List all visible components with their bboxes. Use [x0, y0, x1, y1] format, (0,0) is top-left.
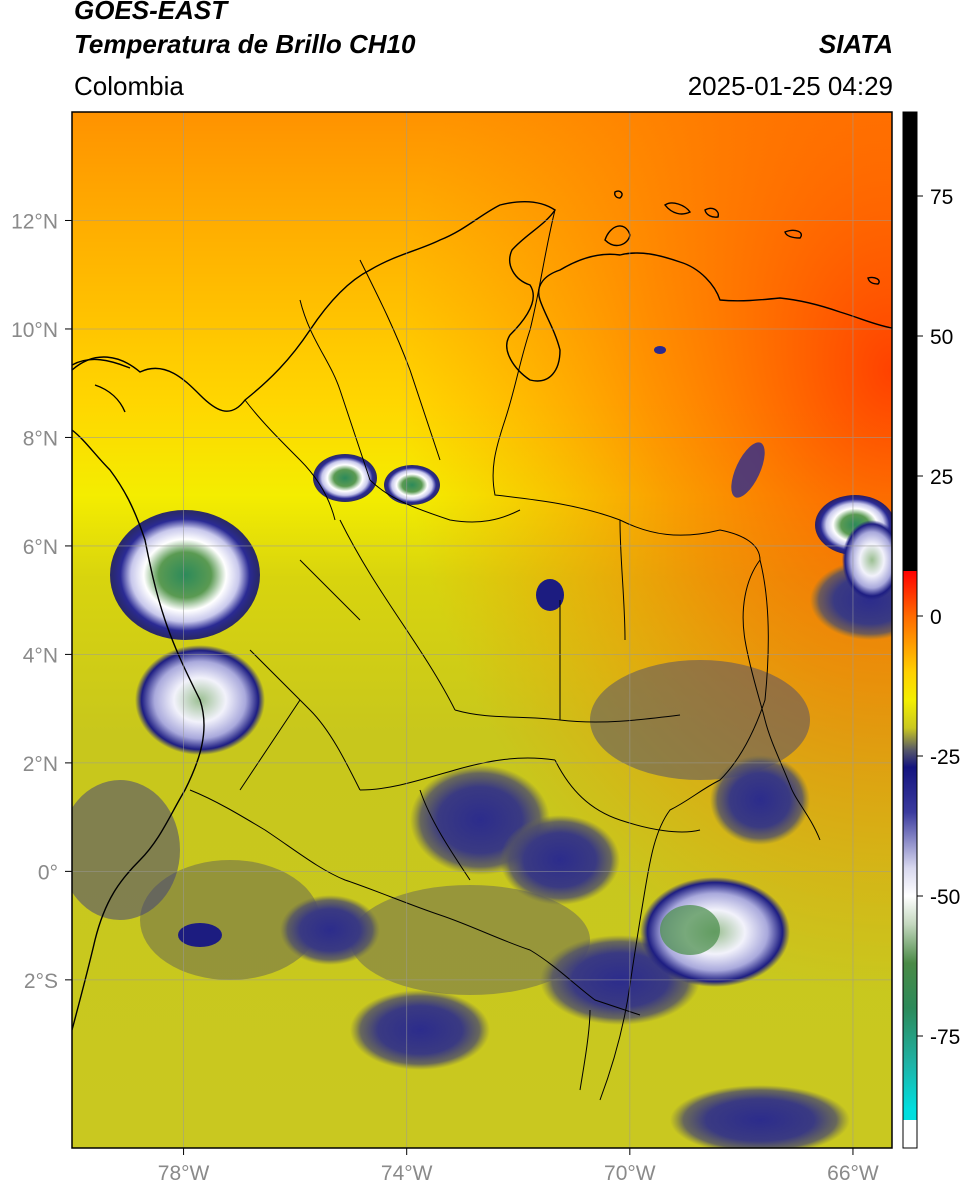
lat-tick-label: 4°N: [23, 644, 58, 667]
colorbar-tick-label: -50: [930, 886, 960, 909]
colorbar-tick-label: 0: [930, 606, 942, 629]
colorbar-tick-label: -25: [930, 746, 960, 769]
lat-tick-label: 10°N: [11, 319, 58, 342]
lat-tick-label: 12°N: [11, 210, 58, 233]
colorbar-tick-label: 75: [930, 186, 953, 209]
coastlines: [72, 190, 892, 1031]
brightness-temperature-field: [72, 112, 892, 1148]
latitude-ticks: 12°N 10°N 8°N 6°N 4°N 2°N 0° 2°S: [11, 210, 72, 993]
map-gridlines: [72, 112, 892, 1148]
lon-tick-label: 78°W: [158, 1162, 210, 1185]
timestamp-label: 2025-01-25 04:29: [687, 71, 893, 101]
product-title: Temperatura de Brillo CH10: [74, 29, 416, 59]
lat-tick-label: 2°S: [24, 970, 58, 993]
lat-tick-label: 6°N: [23, 536, 58, 559]
brand-label: SIATA: [818, 29, 893, 59]
colorbar-tick-label: -75: [930, 1026, 960, 1049]
satellite-title: GOES-EAST: [74, 0, 228, 25]
political-borders: [189, 209, 821, 1101]
region-label: Colombia: [74, 71, 184, 101]
lat-tick-label: 2°N: [23, 753, 58, 776]
colorbar: 75 50 25 0 -25 -50 -75: [902, 111, 960, 1149]
lon-tick-label: 74°W: [381, 1162, 433, 1185]
map-frame: [71, 111, 893, 1149]
lat-tick-label: 8°N: [23, 427, 58, 450]
lat-tick-label: 0°: [38, 861, 58, 884]
colorbar-tick-label: 25: [930, 466, 953, 489]
lon-tick-label: 66°W: [827, 1162, 879, 1185]
longitude-ticks: 78°W 74°W 70°W 66°W: [158, 1148, 879, 1185]
colorbar-tick-label: 50: [930, 326, 953, 349]
lon-tick-label: 70°W: [604, 1162, 656, 1185]
